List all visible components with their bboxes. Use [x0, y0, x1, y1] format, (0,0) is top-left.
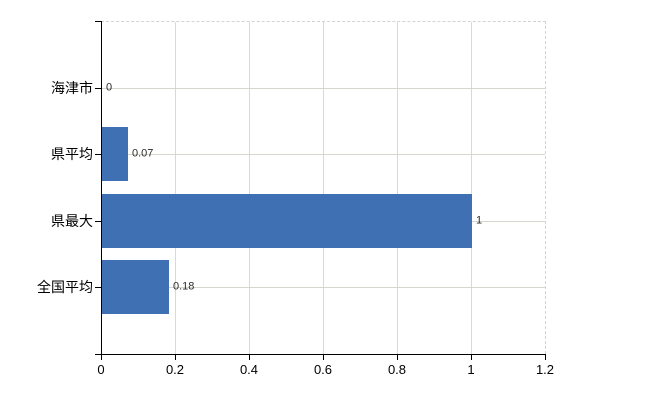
bar-value-label: 0.18 [173, 280, 195, 293]
vertical-gridline [175, 22, 176, 354]
bar-value-label: 0 [106, 81, 113, 94]
y-axis-tick [95, 354, 101, 355]
y-axis-tick [95, 221, 101, 222]
x-axis-tick [471, 354, 472, 360]
y-axis-label: 県最大 [51, 213, 93, 229]
plot-border-right [545, 21, 546, 354]
bar-県最大 [102, 194, 472, 248]
vertical-gridline [323, 22, 324, 354]
y-axis-label: 全国平均 [37, 279, 93, 295]
x-axis-tick [545, 354, 546, 360]
vertical-gridline [249, 22, 250, 354]
bar-県平均 [102, 127, 128, 181]
y-axis-label: 県平均 [51, 146, 93, 162]
y-axis-tick [95, 287, 101, 288]
y-axis-label: 海津市 [51, 80, 93, 96]
x-axis-tick [397, 354, 398, 360]
plot-border-top [101, 21, 546, 22]
horizontal-gridline [102, 287, 545, 288]
y-axis-line [101, 21, 102, 355]
x-axis-tick-label: 1.2 [535, 362, 555, 377]
bar-value-label: 0.07 [132, 147, 154, 160]
horizontal-gridline [102, 154, 545, 155]
x-axis-tick-label: 0.8 [387, 362, 407, 377]
x-axis-tick [101, 354, 102, 360]
y-axis-tick [95, 21, 101, 22]
y-axis-tick [95, 88, 101, 89]
x-axis-tick-label: 0 [97, 362, 105, 377]
horizontal-gridline [102, 88, 545, 89]
x-axis-tick-label: 0.6 [313, 362, 333, 377]
x-axis-tick [249, 354, 250, 360]
x-axis-tick [323, 354, 324, 360]
x-axis-tick [175, 354, 176, 360]
bar-value-label: 1 [476, 214, 483, 227]
y-axis-tick [95, 154, 101, 155]
x-axis-tick-label: 0.4 [239, 362, 259, 377]
vertical-gridline [471, 22, 472, 354]
x-axis-tick-label: 1 [467, 362, 475, 377]
bar-全国平均 [102, 260, 169, 314]
vertical-gridline [397, 22, 398, 354]
x-axis-tick-label: 0.2 [165, 362, 185, 377]
